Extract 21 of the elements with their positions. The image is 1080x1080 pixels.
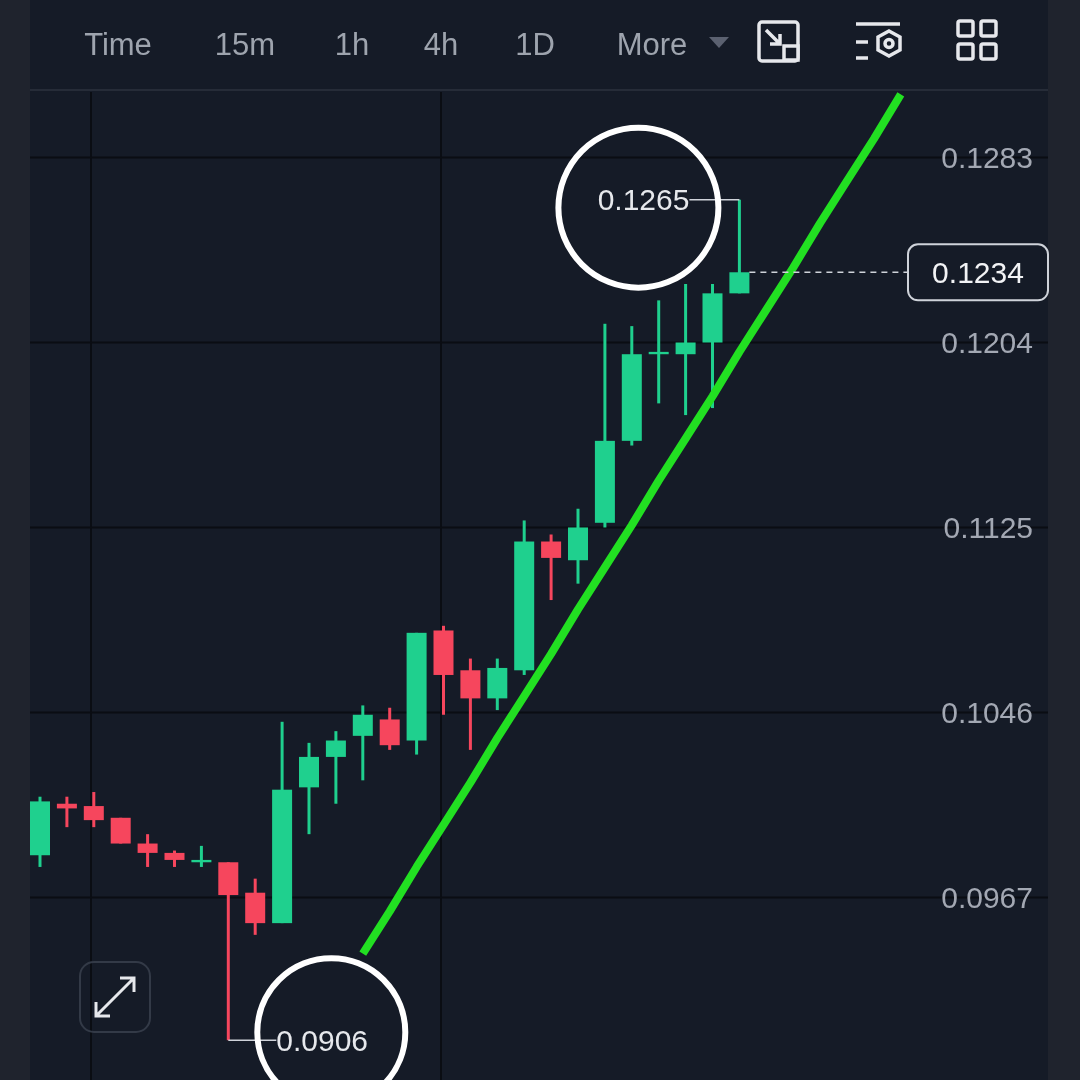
candlestick [325,731,346,804]
text: More [616,26,688,62]
annotation: 0.1265 [597,183,690,217]
text: 15m [214,26,276,62]
candlestick [83,792,104,829]
text: 4h [423,26,459,62]
y-tick-label: 0.1046 [941,695,1033,729]
candlestick [137,834,158,867]
y-tick-label: 0.1125 [943,510,1033,544]
y-tick-label: 0.1283 [941,141,1033,175]
candlestick [729,199,750,294]
text: 1h [334,26,370,62]
annotation: 0.0906 [276,1023,369,1057]
ref-line-label: 0.1234 [932,255,1024,289]
candlestick [675,283,696,417]
candlestick [352,705,373,781]
candlestick [541,534,562,602]
y-tick-label: 0.0967 [941,880,1033,914]
text: Time [84,26,152,62]
text: 1D [515,26,555,62]
y-tick-label: 0.1204 [941,326,1033,360]
